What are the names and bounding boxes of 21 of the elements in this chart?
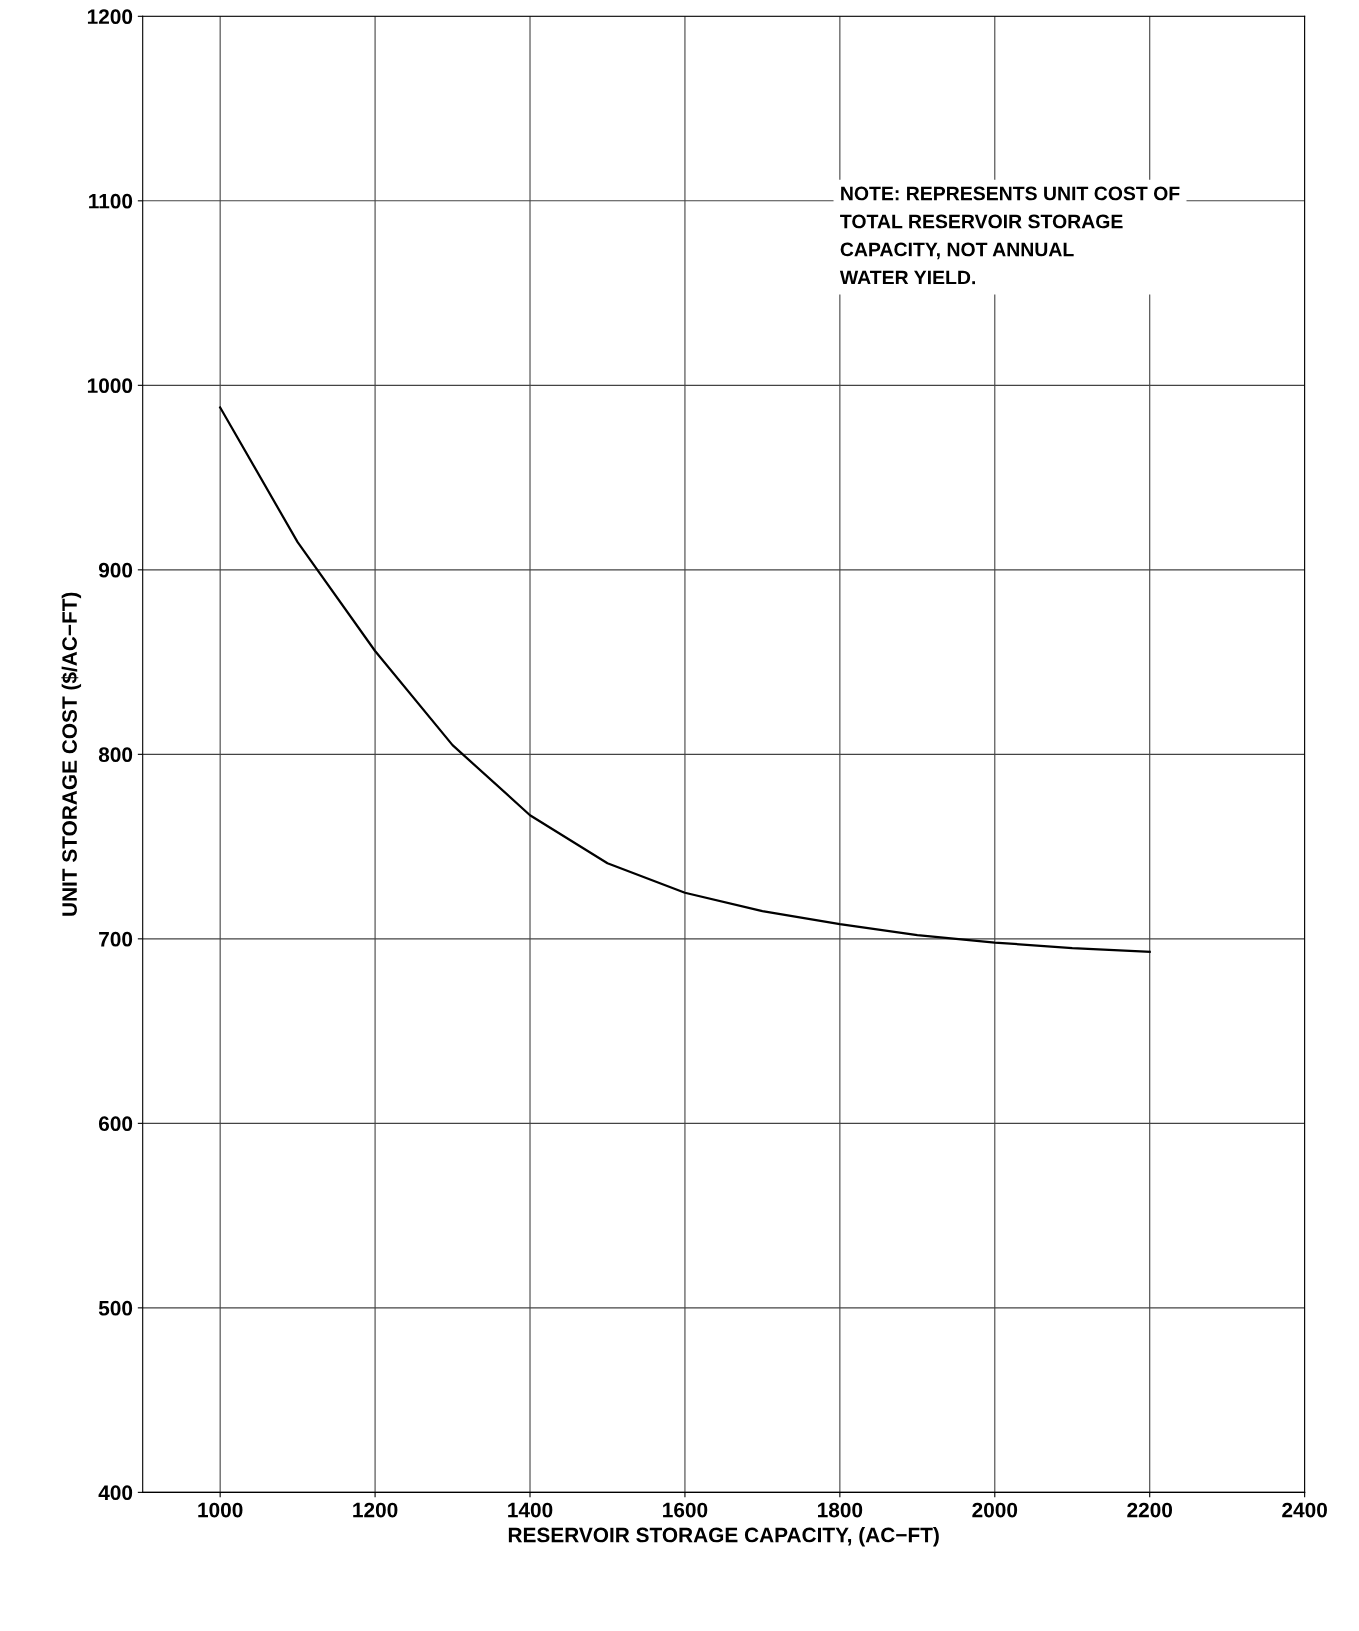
y-tick-label: 1000 <box>87 378 133 394</box>
x-tick-label: 1800 <box>818 1502 863 1518</box>
x-tick-label: 2400 <box>1282 1502 1327 1518</box>
y-tick-label: 1100 <box>89 193 133 209</box>
y-tick-label: 500 <box>98 1300 133 1316</box>
y-tick-label: 800 <box>98 747 133 763</box>
x-tick-label: 1400 <box>508 1502 553 1518</box>
x-axis-title: RESERVOIR STORAGE CAPACITY, (AC−FT) <box>508 1527 939 1547</box>
line-series <box>219 406 1151 953</box>
x-tick-label: 1200 <box>353 1502 398 1518</box>
y-axis-title: UNIT STORAGE COST ($/AC−FT) <box>61 592 82 916</box>
y-tick-label: 600 <box>98 1116 133 1132</box>
y-tick-label: 700 <box>99 931 133 947</box>
y-tick-label: 900 <box>98 562 133 578</box>
y-tick-label: 400 <box>98 1485 133 1501</box>
x-tick-label: 2200 <box>1127 1502 1173 1518</box>
x-tick-label: 1600 <box>663 1502 708 1518</box>
y-tick-label: 1200 <box>87 9 133 25</box>
x-tick-label: 1000 <box>198 1502 243 1518</box>
x-tick-label: 2000 <box>972 1502 1018 1518</box>
annotation: NOTE: REPRESENTS UNIT COST OF TOTAL RESERVOIR STORAGE CAPACITY, NOT ANNUAL WATER YIELD. <box>839 186 1180 285</box>
